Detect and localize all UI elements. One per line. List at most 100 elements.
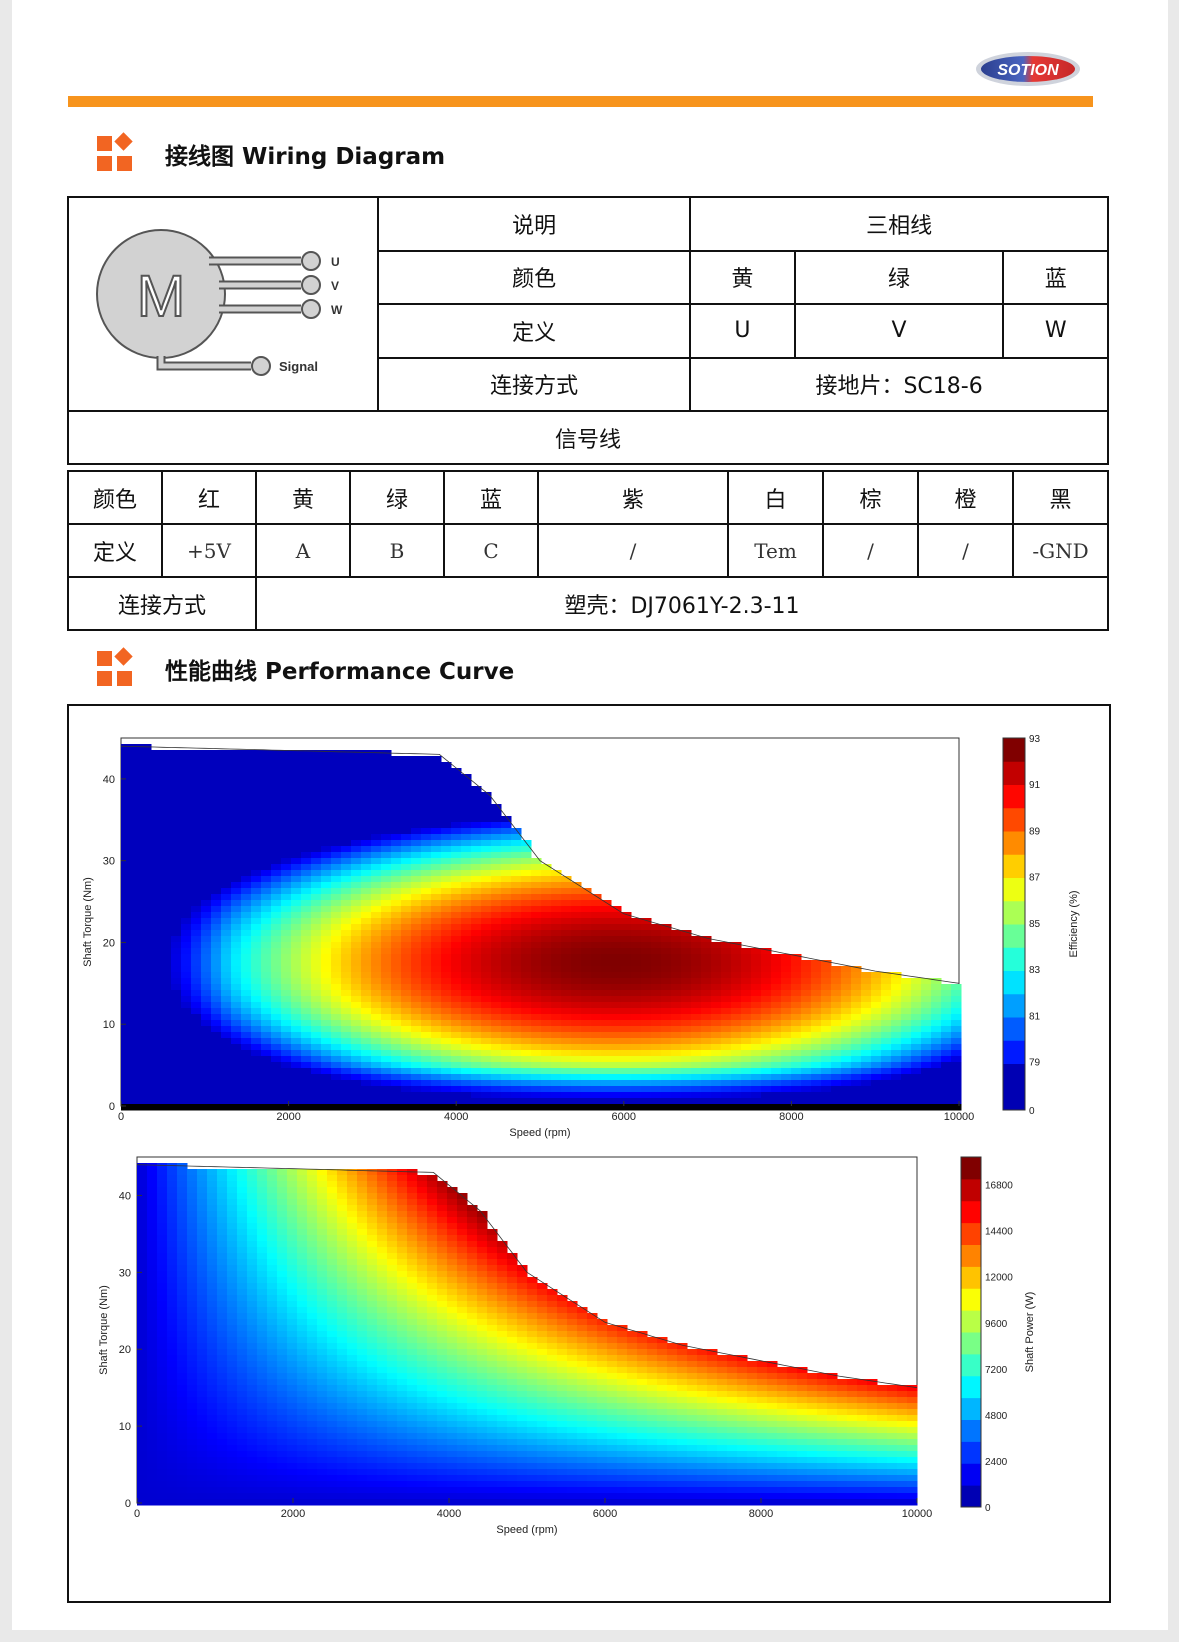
heatmap-cell	[721, 984, 732, 991]
heatmap-cell	[701, 948, 712, 955]
heatmap-cell	[361, 900, 372, 907]
heatmap-cell	[491, 852, 502, 859]
heatmap-cell	[231, 1020, 242, 1027]
heatmap-cell	[151, 798, 162, 805]
heatmap-cell	[181, 852, 192, 859]
heatmap-cell	[711, 990, 722, 997]
heatmap-cell	[167, 1271, 178, 1278]
heatmap-cell	[731, 1068, 742, 1075]
heatmap-cell	[361, 960, 372, 967]
heatmap-cell	[357, 1295, 368, 1302]
heatmap-cell	[291, 852, 302, 859]
heatmap-cell	[357, 1325, 368, 1332]
heatmap-cell	[177, 1481, 188, 1488]
heatmap-cell	[381, 1020, 392, 1027]
heatmap-cell	[247, 1211, 258, 1218]
heatmap-cell	[341, 930, 352, 937]
heatmap-cell	[297, 1463, 308, 1470]
heatmap-cell	[811, 1086, 822, 1093]
heatmap-cell	[167, 1307, 178, 1314]
heatmap-cell	[271, 984, 282, 991]
heatmap-cell	[501, 858, 512, 865]
heatmap-cell	[187, 1445, 198, 1452]
heatmap-cell	[651, 966, 662, 973]
heatmap-cell	[147, 1379, 158, 1386]
heatmap-cell	[257, 1169, 268, 1176]
heatmap-cell	[261, 1080, 272, 1087]
heatmap-cell	[261, 1098, 272, 1105]
heatmap-cell	[431, 870, 442, 877]
heatmap-cell	[661, 966, 672, 973]
heatmap-cell	[391, 1020, 402, 1027]
heatmap-cell	[641, 924, 652, 931]
heatmap-cell	[661, 1098, 672, 1105]
heatmap-cell	[271, 846, 282, 853]
heatmap-cell	[161, 1002, 172, 1009]
heatmap-cell	[317, 1343, 328, 1350]
heatmap-cell	[601, 924, 612, 931]
heatmap-cell	[201, 774, 212, 781]
heatmap-cell	[441, 906, 452, 913]
heatmap-cell	[151, 1002, 162, 1009]
heatmap-cell	[147, 1169, 158, 1176]
heatmap-cell	[251, 1050, 262, 1057]
heatmap-cell	[371, 1026, 382, 1033]
heatmap-cell	[271, 1092, 282, 1099]
heatmap-cell	[337, 1211, 348, 1218]
heatmap-cell	[371, 822, 382, 829]
heatmap-cell	[267, 1169, 278, 1176]
heatmap-cell	[911, 1002, 922, 1009]
heatmap-cell	[531, 882, 542, 889]
heatmap-cell	[661, 960, 672, 967]
heatmap-cell	[157, 1181, 168, 1188]
heatmap-cell	[521, 852, 532, 859]
heatmap-cell	[831, 1050, 842, 1057]
heatmap-cell	[361, 1086, 372, 1093]
heatmap-cell	[221, 1002, 232, 1009]
heatmap-cell	[287, 1463, 298, 1470]
heatmap-cell	[321, 1104, 332, 1111]
heatmap-cell	[221, 1026, 232, 1033]
heatmap-cell	[237, 1229, 248, 1236]
heatmap-cell	[371, 882, 382, 889]
heatmap-cell	[351, 1008, 362, 1015]
heatmap-cell	[851, 966, 862, 973]
heatmap-cell	[321, 942, 332, 949]
heatmap-cell	[267, 1295, 278, 1302]
heatmap-cell	[811, 1008, 822, 1015]
heatmap-cell	[337, 1445, 348, 1452]
heatmap-cell	[701, 1050, 712, 1057]
heatmap-cell	[621, 1086, 632, 1093]
heatmap-cell	[141, 1056, 152, 1063]
heatmap-cell	[441, 798, 452, 805]
heatmap-cell	[401, 858, 412, 865]
heatmap-cell	[451, 954, 462, 961]
heatmap-cell	[271, 828, 282, 835]
heatmap-cell	[371, 894, 382, 901]
heatmap-cell	[237, 1355, 248, 1362]
heatmap-cell	[681, 1068, 692, 1075]
heatmap-cell	[211, 912, 222, 919]
heatmap-cell	[791, 984, 802, 991]
heatmap-cell	[431, 1050, 442, 1057]
heatmap-cell	[371, 792, 382, 799]
heatmap-cell	[761, 978, 772, 985]
heatmap-cell	[157, 1355, 168, 1362]
heatmap-cell	[167, 1313, 178, 1320]
heatmap-cell	[267, 1445, 278, 1452]
heatmap-cell	[381, 834, 392, 841]
heatmap-cell	[861, 1044, 872, 1051]
heatmap-cell	[287, 1301, 298, 1308]
heatmap-cell	[281, 780, 292, 787]
heatmap-cell	[831, 1026, 842, 1033]
heatmap-cell	[137, 1493, 148, 1500]
heatmap-cell	[261, 840, 272, 847]
heatmap-cell	[461, 1092, 472, 1099]
heatmap-cell	[307, 1235, 318, 1242]
heatmap-cell	[157, 1277, 168, 1284]
heatmap-cell	[691, 1020, 702, 1027]
heatmap-cell	[311, 840, 322, 847]
heatmap-cell	[287, 1241, 298, 1248]
heatmap-cell	[271, 1068, 282, 1075]
heatmap-cell	[277, 1349, 288, 1356]
